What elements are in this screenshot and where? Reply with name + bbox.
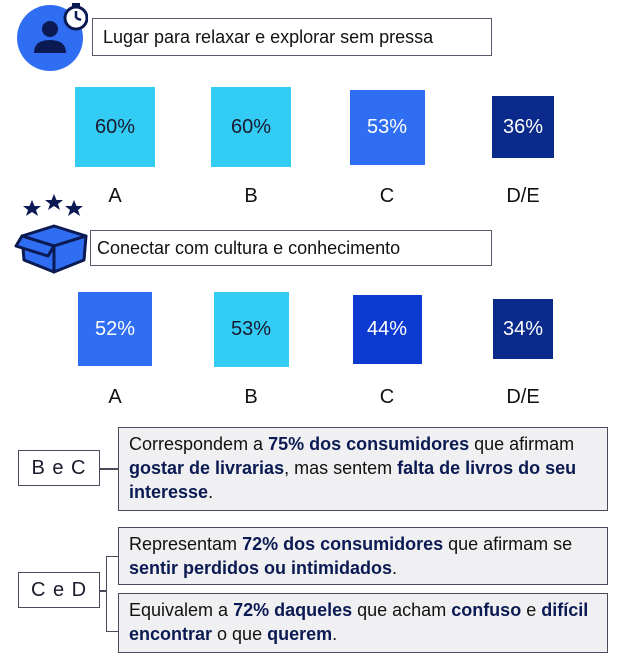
category-label: D/E [506, 185, 540, 207]
connector-cd [106, 556, 118, 632]
bar-value-label: 60% [230, 115, 272, 138]
note-bc: Correspondem a 75% dos consumidores que … [118, 427, 608, 511]
section2-label: Conectar com cultura e conhecimento [90, 230, 492, 266]
bar-value-label: 52% [94, 317, 136, 340]
category-label: D/E [506, 386, 540, 408]
bar-value-label: 60% [94, 115, 136, 138]
category-label: C [379, 185, 395, 207]
user-clock-icon [16, 2, 89, 74]
category-label: A [108, 185, 122, 207]
group-tag-bc: B e C [18, 450, 100, 486]
group-tag-cd: C e D [18, 572, 100, 608]
note-cd-2: Equivalem a 72% daqueles que acham confu… [118, 593, 608, 653]
connector-bc [100, 468, 118, 470]
bar-c2-1: 53% [213, 291, 289, 367]
category-label: B [244, 185, 258, 207]
note-cd-1: Representam 72% dos consumidores que afi… [118, 527, 608, 585]
bar-value-label: 36% [502, 115, 544, 138]
bar-value-label: 44% [366, 317, 408, 340]
bar-value-label: 53% [230, 317, 272, 340]
section1-label: Lugar para relaxar e explorar sem pressa [92, 18, 492, 56]
box-stars-icon [14, 192, 94, 274]
bar-c1-1: 60% [211, 87, 291, 167]
category-label: A [108, 386, 122, 408]
bar-c1-2: 53% [349, 89, 425, 165]
bar-c1-3: 36% [492, 96, 554, 158]
category-label: C [379, 386, 395, 408]
bar-c2-2: 44% [352, 294, 422, 364]
connector-cd-stem [100, 590, 106, 592]
category-label: B [244, 386, 258, 408]
bar-value-label: 53% [366, 115, 408, 138]
bar-c2-0: 52% [78, 292, 152, 366]
bar-c2-3: 34% [493, 299, 553, 359]
bar-value-label: 34% [502, 317, 544, 340]
bar-c1-0: 60% [75, 87, 155, 167]
